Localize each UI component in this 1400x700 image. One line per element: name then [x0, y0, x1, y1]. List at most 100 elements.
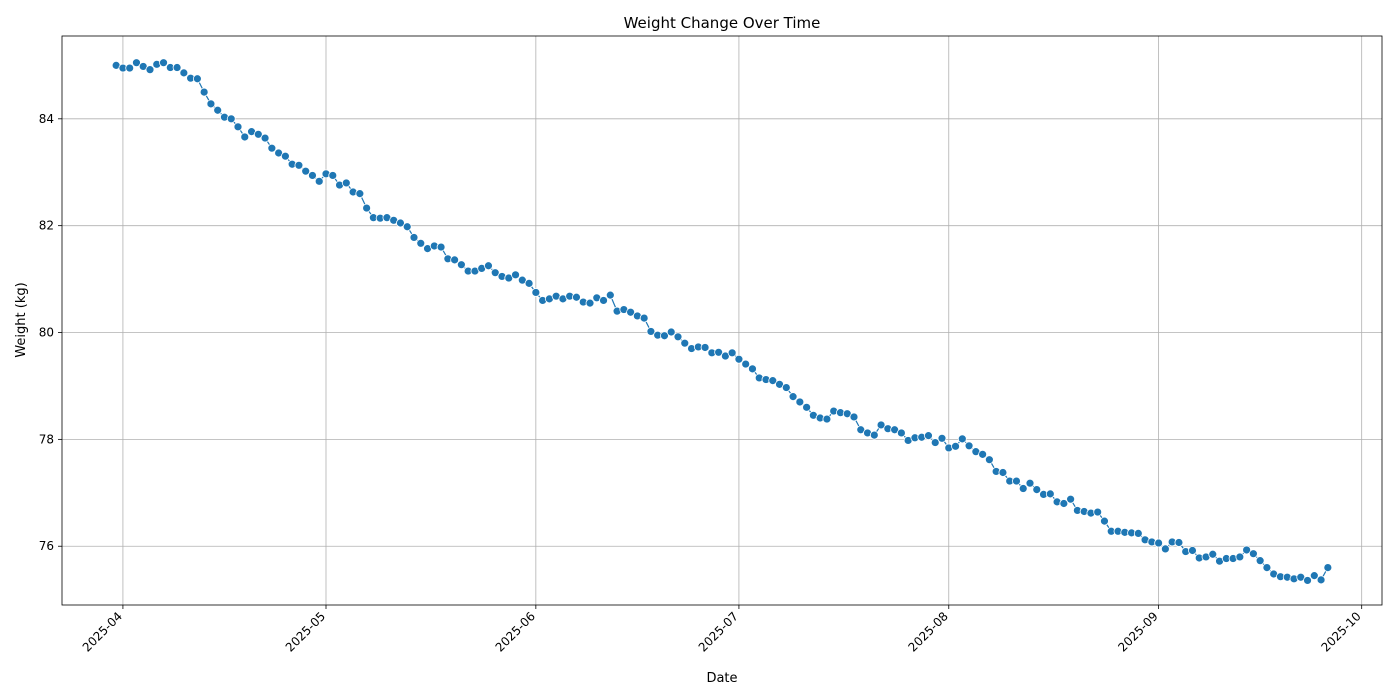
plot-frame — [61, 35, 1383, 606]
data-point — [1242, 545, 1252, 555]
x-tick-label: 2025-10 — [1318, 609, 1363, 654]
x-tick-label: 2025-04 — [80, 609, 125, 654]
data-point — [1188, 546, 1197, 555]
data-point — [436, 242, 446, 252]
data-point — [511, 270, 520, 280]
data-point — [896, 428, 906, 438]
data-point — [240, 132, 250, 142]
data-point — [673, 332, 683, 342]
data-point — [1208, 549, 1218, 559]
data-point — [639, 313, 649, 323]
data-point — [206, 99, 216, 109]
axis-ticks: 76 78 80 82 84 2025-04 2025-05 2025-06 2025-07 20… — [39, 112, 1364, 655]
data-point — [741, 359, 751, 369]
data-point — [646, 327, 656, 336]
data-point — [1032, 485, 1042, 495]
data-point — [748, 364, 757, 374]
data-point — [531, 288, 541, 297]
data-point — [1309, 571, 1319, 581]
series-line — [115, 61, 1329, 582]
data-point — [213, 105, 223, 115]
data-point — [727, 348, 737, 358]
data-point — [341, 178, 351, 188]
data-point — [1093, 507, 1103, 517]
data-point — [937, 433, 947, 443]
x-axis-label: Date — [706, 671, 737, 686]
data-point — [1160, 544, 1170, 554]
data-point — [1018, 484, 1028, 493]
y-axis-label: Weight (kg) — [14, 282, 29, 357]
y-tick-label: 76 — [39, 539, 54, 553]
data-point — [253, 129, 263, 139]
data-point — [1303, 576, 1312, 585]
grid-lines — [62, 36, 1382, 605]
data-point — [524, 278, 534, 288]
data-point — [599, 296, 608, 305]
data-point — [409, 233, 419, 242]
data-point — [192, 74, 202, 84]
data-point — [951, 441, 960, 451]
data-point — [226, 114, 236, 124]
data-point — [490, 268, 500, 278]
data-point — [585, 298, 595, 308]
chart-title: Weight Change Over Time — [624, 14, 821, 32]
data-point — [308, 171, 317, 180]
data-point — [666, 327, 676, 337]
data-point — [998, 468, 1008, 477]
data-point — [1154, 538, 1164, 548]
data-point — [301, 166, 311, 176]
data-point — [924, 431, 933, 441]
data-point — [416, 238, 426, 248]
data-point — [396, 218, 405, 228]
data-point — [714, 347, 724, 357]
data-point — [869, 430, 879, 440]
data-point — [978, 449, 988, 459]
data-point — [267, 143, 277, 153]
data-point — [456, 260, 466, 270]
data-point — [957, 434, 967, 444]
data-point — [1248, 549, 1258, 559]
data-point — [199, 87, 209, 97]
data-point — [145, 65, 155, 75]
data-point — [700, 343, 710, 352]
series-weight — [111, 58, 1333, 585]
data-point — [734, 354, 744, 364]
data-point — [172, 63, 182, 72]
data-point — [355, 189, 365, 199]
data-point — [1100, 516, 1109, 526]
data-point — [159, 58, 168, 68]
data-point — [450, 255, 460, 265]
data-point — [781, 383, 791, 392]
data-point — [788, 392, 798, 402]
data-point — [964, 441, 974, 451]
y-tick-label: 80 — [39, 326, 54, 340]
data-point — [795, 397, 805, 407]
data-point — [802, 402, 812, 412]
x-tick-label: 2025-09 — [1115, 609, 1160, 654]
data-point — [1235, 552, 1245, 562]
data-point — [1262, 563, 1272, 572]
data-point — [362, 203, 372, 213]
x-tick-label: 2025-08 — [906, 609, 951, 654]
data-point — [1066, 494, 1076, 504]
y-tick-label: 84 — [39, 112, 54, 126]
data-point — [626, 307, 636, 317]
y-tick-label: 82 — [39, 219, 54, 233]
data-point — [260, 133, 270, 143]
data-point — [1174, 538, 1184, 547]
data-point — [1025, 478, 1035, 488]
x-tick-label: 2025-05 — [283, 609, 328, 654]
data-point — [280, 151, 290, 161]
x-tick-label: 2025-07 — [696, 609, 741, 654]
data-point — [849, 412, 859, 422]
data-point — [484, 261, 493, 271]
y-tick-label: 78 — [39, 432, 54, 446]
data-point — [294, 160, 304, 170]
data-point — [1133, 529, 1143, 538]
data-point — [328, 171, 338, 180]
data-point — [984, 455, 994, 465]
data-point — [1059, 499, 1069, 508]
data-point — [402, 222, 412, 232]
data-point — [233, 122, 243, 132]
data-point — [1316, 575, 1326, 585]
